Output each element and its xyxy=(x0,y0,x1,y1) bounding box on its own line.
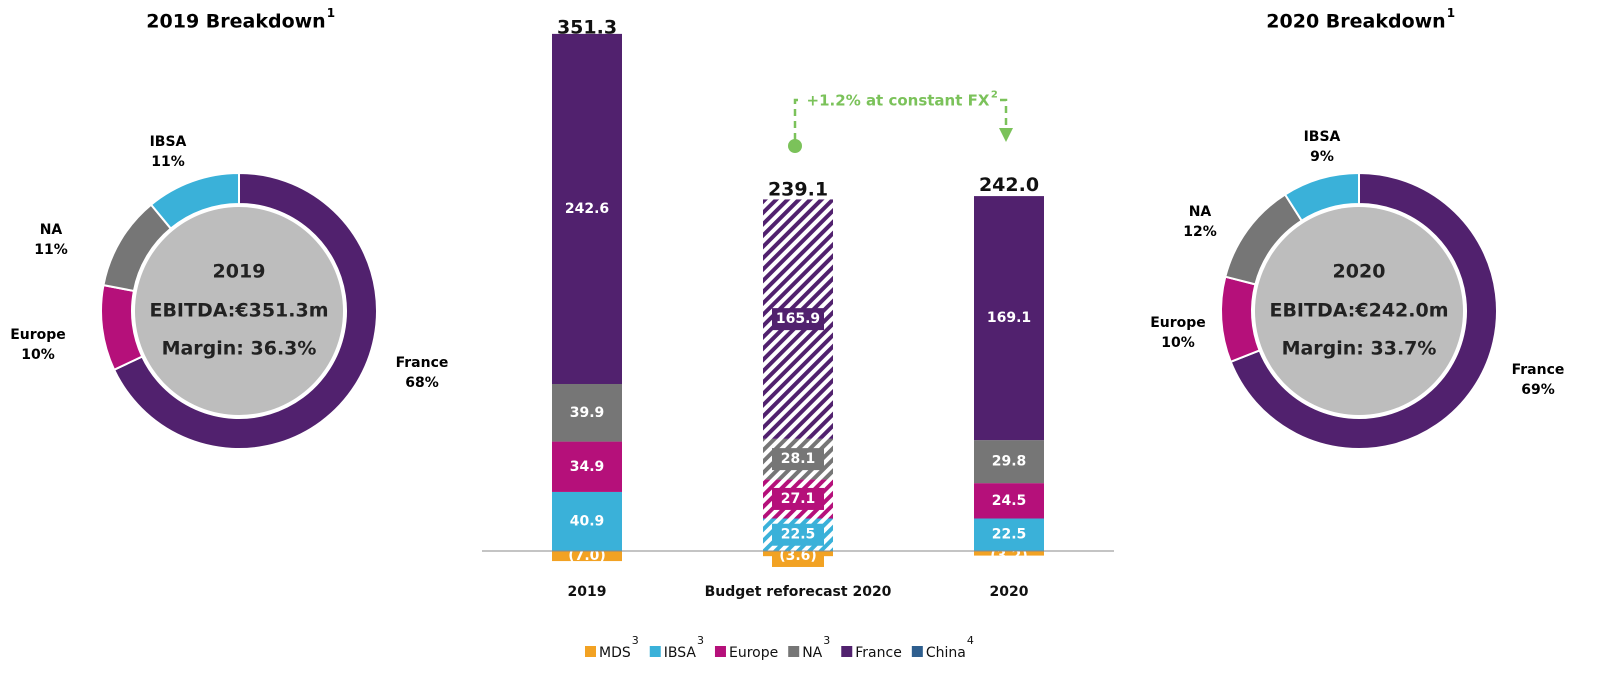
chart-title: 2019 Breakdown xyxy=(146,11,325,33)
legend-swatch xyxy=(714,646,726,657)
bar-segment xyxy=(974,440,1044,484)
annotation-text: +1.2% at constant FX xyxy=(807,92,990,110)
label-box xyxy=(772,448,824,471)
legend-label: China xyxy=(926,645,966,661)
bar-value-label: 39.9 xyxy=(570,405,605,421)
superscript: 1 xyxy=(1447,6,1455,20)
bar-segment xyxy=(552,550,622,562)
center-text: EBITDA:€242.0m xyxy=(1269,300,1448,322)
bar-value-label: (3.6) xyxy=(779,548,817,564)
legend-swatch xyxy=(649,646,661,657)
center-text: EBITDA:€351.3m xyxy=(149,300,328,322)
center-text: Margin: 33.7% xyxy=(1282,338,1437,360)
bar-segment xyxy=(974,483,1044,519)
bar-value-label: (3.2) xyxy=(990,548,1028,564)
donut-segment xyxy=(1229,171,1498,450)
legend-label: France xyxy=(855,645,902,661)
segment-value-label: 10% xyxy=(1161,335,1195,351)
legend-swatch xyxy=(788,646,800,657)
segment-label: France xyxy=(1512,362,1565,378)
legend-label: Europe xyxy=(729,645,778,661)
x-tick-label: 2020 xyxy=(990,584,1029,600)
segment-label: NA xyxy=(1189,204,1212,220)
label-box xyxy=(772,308,824,331)
segment-value-label: 11% xyxy=(151,154,185,170)
bar-total-label: 239.1 xyxy=(768,178,828,200)
bar-value-label: 24.5 xyxy=(992,493,1027,509)
annotation-arrow xyxy=(793,98,1008,140)
bar-total-label: 351.3 xyxy=(557,16,617,38)
legend-swatch xyxy=(585,646,596,657)
center-text: Margin: 36.3% xyxy=(162,338,317,360)
segment-label: Europe xyxy=(1150,315,1206,331)
annotation-arrowhead xyxy=(999,128,1013,142)
donut-segment xyxy=(1283,171,1360,223)
legend-note: 4 xyxy=(967,634,974,647)
donut-segment xyxy=(112,171,378,450)
segment-value-label: 12% xyxy=(1183,224,1217,240)
superscript: 1 xyxy=(327,6,335,20)
legend-swatch xyxy=(841,646,853,657)
bar-value-label: 34.9 xyxy=(570,459,605,475)
bar-segment xyxy=(974,550,1044,556)
segment-value-label: 9% xyxy=(1310,149,1334,165)
bar-segment xyxy=(552,491,622,551)
bar-segment xyxy=(974,518,1044,551)
bar-value-label: 165.9 xyxy=(776,311,820,327)
label-box xyxy=(772,487,824,510)
legend-note: 3 xyxy=(632,634,639,647)
bar-value-label: 40.9 xyxy=(570,513,605,529)
legend-note: 3 xyxy=(697,634,704,647)
segment-value-label: 10% xyxy=(21,347,55,363)
segment-label: Europe xyxy=(10,327,66,343)
segment-value-label: 68% xyxy=(405,375,439,391)
legend-label: MDS xyxy=(599,645,631,661)
donut-segment xyxy=(1220,275,1261,364)
bar-value-label: 22.5 xyxy=(992,527,1027,543)
bar-value-label: (7.0) xyxy=(568,548,606,564)
superscript: 2 xyxy=(991,90,998,101)
bar-value-label: 29.8 xyxy=(992,454,1027,470)
legend-label: NA xyxy=(802,645,822,661)
donut-segment xyxy=(149,171,240,230)
bar-total-label: 242.0 xyxy=(979,174,1039,196)
bar-value-label: 28.1 xyxy=(781,451,816,467)
x-tick-label: 2019 xyxy=(568,584,607,600)
annotation-dot xyxy=(788,139,802,153)
bar-segment xyxy=(552,441,622,492)
bar-segment xyxy=(552,33,622,384)
donut-center xyxy=(135,207,343,415)
donut-center xyxy=(1255,207,1463,415)
segment-label: IBSA xyxy=(150,134,187,150)
bar-segment xyxy=(974,196,1044,441)
legend-note: 3 xyxy=(823,634,830,647)
segment-label: France xyxy=(396,355,449,371)
bar-value-label: 169.1 xyxy=(987,310,1031,326)
bar-segment xyxy=(552,383,622,442)
segment-value-label: 11% xyxy=(34,242,68,258)
chart-title: 2020 Breakdown xyxy=(1266,11,1445,33)
legend-label: IBSA xyxy=(664,645,697,661)
legend-swatch xyxy=(911,646,923,657)
bar-value-label: 27.1 xyxy=(781,491,816,507)
segment-value-label: 69% xyxy=(1521,382,1555,398)
bar-value-label: 242.6 xyxy=(565,201,609,217)
segment-label: IBSA xyxy=(1304,129,1341,145)
bar-value-label: 22.5 xyxy=(781,527,816,543)
center-text: 2019 xyxy=(213,261,266,283)
x-tick-label: Budget reforecast 2020 xyxy=(705,584,892,600)
label-box xyxy=(772,523,824,546)
segment-label: NA xyxy=(40,222,63,238)
center-text: 2020 xyxy=(1333,261,1386,283)
